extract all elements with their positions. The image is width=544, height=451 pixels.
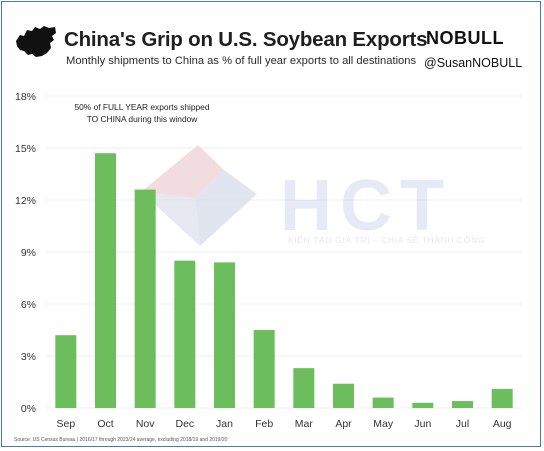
bar-feb (253, 330, 275, 408)
y-tick-label: 12% (15, 195, 36, 207)
x-tick-label: Oct (97, 418, 113, 430)
y-tick-label: 3% (21, 351, 36, 363)
bar-jun (412, 402, 434, 408)
y-tick-label: 9% (21, 247, 36, 259)
chart-title: China's Grip on U.S. Soybean Exports (64, 28, 428, 51)
x-tick-label: Apr (335, 418, 352, 430)
x-tick-label: Aug (493, 418, 512, 430)
nobull-logo: NOBULL (426, 28, 504, 48)
x-tick-label: May (373, 418, 394, 430)
bar-may (372, 397, 394, 408)
watermark-logo-text: HCT (280, 166, 452, 246)
annotation-line-1: 50% of FULL YEAR exports shipped (74, 102, 209, 112)
x-tick-label: Dec (175, 418, 194, 430)
bar-jul (452, 401, 473, 408)
bar-sep (55, 335, 77, 408)
bar-aug (491, 388, 513, 408)
x-tick-label: Feb (255, 418, 273, 430)
x-tick-label: Jan (216, 418, 233, 430)
y-tick-label: 6% (21, 299, 36, 311)
annotation-line-2: TO CHINA during this window (87, 114, 199, 124)
hct-watermark-logo: HCT KIẾN TẠO GIÁ TRỊ – CHIA SẺ THÀNH CÔN… (141, 145, 485, 246)
china-map-icon (16, 26, 56, 57)
bar-mar (293, 368, 315, 408)
y-tick-label: 0% (21, 403, 36, 415)
bar-nov (134, 189, 156, 408)
bar-oct (95, 153, 116, 408)
brand-handle: @SusanNOBULL (424, 56, 523, 70)
x-tick-label: Mar (295, 418, 314, 430)
bar-apr (333, 383, 354, 408)
y-tick-label: 18% (15, 91, 36, 103)
watermark-tagline: KIẾN TẠO GIÁ TRỊ – CHIA SẺ THÀNH CÔNG (288, 234, 485, 245)
chart-subtitle: Monthly shipments to China as % of full … (66, 55, 417, 67)
bar-chart: HCT KIẾN TẠO GIÁ TRỊ – CHIA SẺ THÀNH CÔN… (15, 91, 522, 430)
bar-jan (214, 262, 235, 408)
y-tick-label: 15% (15, 143, 36, 155)
x-tick-label: Nov (136, 418, 155, 430)
x-tick-label: Jul (456, 418, 469, 430)
source-note: Source: US Census Bureau | 2016/17 throu… (14, 437, 228, 443)
bar-dec (174, 260, 196, 408)
x-tick-label: Sep (56, 418, 75, 430)
x-tick-label: Jun (414, 418, 431, 430)
